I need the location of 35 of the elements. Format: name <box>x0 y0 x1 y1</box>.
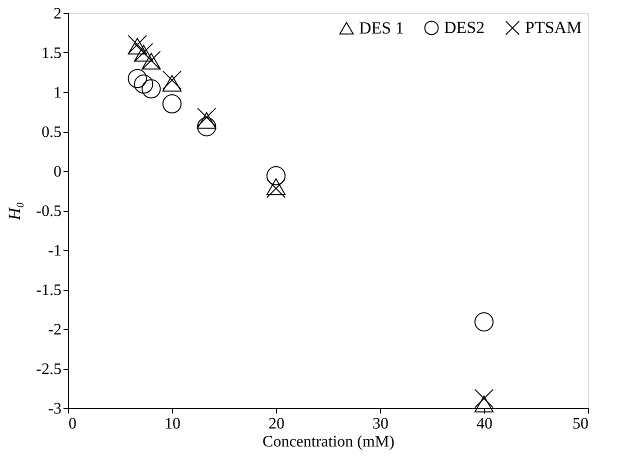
legend-label: DES2 <box>444 18 485 37</box>
legend-label: PTSAM <box>525 18 582 37</box>
legend-label: DES 1 <box>359 18 404 38</box>
point <box>162 94 182 114</box>
y-tick-label: -2 <box>48 322 62 338</box>
point <box>197 108 216 127</box>
y-tick-label: 0 <box>54 164 62 180</box>
point <box>474 312 494 332</box>
y-tick-label: 1.5 <box>42 45 62 62</box>
y-tick-label: -1 <box>48 242 62 260</box>
y-axis-title: H₀ <box>5 202 24 222</box>
point <box>474 396 494 412</box>
x-tick-label: 20 <box>268 416 284 432</box>
point <box>266 166 286 186</box>
x-tick-label: 40 <box>476 416 492 432</box>
y-tick-label: 2 <box>54 6 62 22</box>
y-tick-label: 0.5 <box>42 124 62 141</box>
point <box>134 74 154 94</box>
y-tick-label: -1.5 <box>36 282 62 299</box>
point <box>162 74 182 92</box>
y-tick-label: -2.5 <box>36 361 62 378</box>
point <box>197 117 216 136</box>
y-tick-label: -3 <box>48 400 62 418</box>
point <box>128 69 147 88</box>
x-tick-label: 10 <box>164 416 180 432</box>
point <box>142 79 161 98</box>
point <box>197 112 216 129</box>
y-tick-label: 1 <box>54 84 62 102</box>
x-tick-label: 0 <box>68 416 76 432</box>
point <box>474 388 494 408</box>
x-axis-title: Concentration (mM) <box>262 434 394 450</box>
x-tick-label: 30 <box>372 416 388 432</box>
x-tick-label: 50 <box>572 416 588 432</box>
point <box>162 70 182 90</box>
y-tick-label: -0.5 <box>36 203 62 220</box>
